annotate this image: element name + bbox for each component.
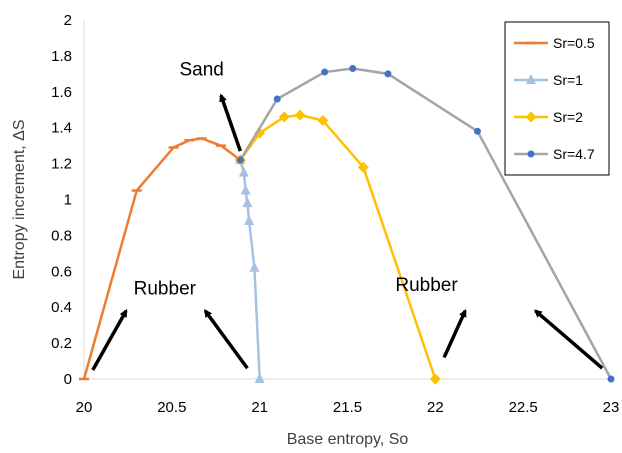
data-point bbox=[273, 95, 281, 103]
y-tick-label: 0 bbox=[64, 371, 72, 388]
y-tick-label: 1.2 bbox=[51, 156, 72, 173]
data-point bbox=[249, 261, 260, 272]
y-tick-label: 1.4 bbox=[51, 120, 72, 137]
annotation-arrow bbox=[91, 309, 128, 371]
legend-box bbox=[504, 21, 610, 176]
data-point bbox=[357, 161, 369, 173]
legend: Sr=0.5 Sr=1 Sr=2 Sr=4.7 bbox=[504, 21, 610, 176]
data-point bbox=[244, 215, 255, 226]
data-point bbox=[236, 156, 244, 164]
annotation-layer: Sand Rubber Rubber bbox=[91, 60, 604, 371]
y-tick-label: 0.6 bbox=[51, 263, 72, 280]
y-tick-label: 1 bbox=[64, 192, 72, 209]
annotation-arrow bbox=[219, 93, 242, 152]
y-tick-label: 0.4 bbox=[51, 299, 72, 316]
data-point bbox=[254, 127, 266, 139]
legend-label: Sr=4.7 bbox=[553, 146, 595, 162]
data-point bbox=[607, 375, 615, 383]
axes: 0 0.2 0.4 0.6 0.8 1 1.2 1.4 1.6 1.8 2 20 20.5 21 21.5 2… bbox=[11, 12, 619, 448]
data-point bbox=[384, 70, 392, 78]
legend-label: Sr=1 bbox=[553, 72, 583, 88]
x-tick-label: 20.5 bbox=[157, 399, 186, 416]
data-point bbox=[349, 64, 357, 72]
data-point bbox=[294, 109, 306, 121]
legend-item: Sr=4.7 bbox=[514, 146, 595, 162]
y-tick-label: 0.8 bbox=[51, 227, 72, 244]
series-sr-0-5 bbox=[79, 137, 246, 381]
annotation-label-rubber: Rubber bbox=[134, 279, 197, 300]
series-layer bbox=[79, 64, 615, 385]
data-point bbox=[278, 111, 290, 123]
x-tick-label: 22.5 bbox=[509, 399, 538, 416]
legend-marker bbox=[527, 150, 535, 158]
data-point bbox=[254, 373, 265, 383]
data-point bbox=[317, 115, 329, 127]
x-axis-title: Base entropy, So bbox=[287, 431, 409, 448]
y-tick-label: 1.6 bbox=[51, 84, 72, 101]
data-point bbox=[238, 166, 249, 177]
legend-marker bbox=[525, 111, 537, 123]
annotation-arrow bbox=[203, 309, 249, 370]
x-tick-label: 21 bbox=[251, 399, 268, 416]
y-tick-label: 2 bbox=[64, 12, 72, 29]
x-tick-label: 20 bbox=[76, 399, 93, 416]
series-sr-4-7 bbox=[236, 64, 615, 383]
annotation-label-rubber: Rubber bbox=[395, 275, 458, 296]
legend-item: Sr=1 bbox=[514, 72, 583, 88]
data-point bbox=[240, 184, 251, 195]
x-tick-label: 23 bbox=[603, 399, 620, 416]
annotation-label-sand: Sand bbox=[180, 60, 224, 81]
y-tick-label: 1.8 bbox=[51, 48, 72, 65]
legend-label: Sr=2 bbox=[553, 109, 583, 125]
legend-label: Sr=0.5 bbox=[553, 35, 595, 51]
legend-item: Sr=0.5 bbox=[514, 35, 595, 51]
y-tick-label: 0.2 bbox=[51, 335, 72, 352]
data-point bbox=[242, 197, 253, 208]
annotation-arrow bbox=[533, 309, 604, 370]
series-sr-1 bbox=[235, 154, 265, 383]
legend-marker bbox=[526, 74, 536, 84]
data-point bbox=[473, 127, 481, 135]
data-point bbox=[321, 68, 329, 76]
x-tick-label: 22 bbox=[427, 399, 444, 416]
data-point bbox=[429, 373, 441, 385]
x-tick-label: 21.5 bbox=[333, 399, 362, 416]
y-axis-title: Entropy increment, ΔS bbox=[11, 119, 28, 279]
legend-item: Sr=2 bbox=[514, 109, 583, 125]
annotation-arrow bbox=[442, 308, 467, 359]
series-sr-2 bbox=[234, 109, 441, 385]
